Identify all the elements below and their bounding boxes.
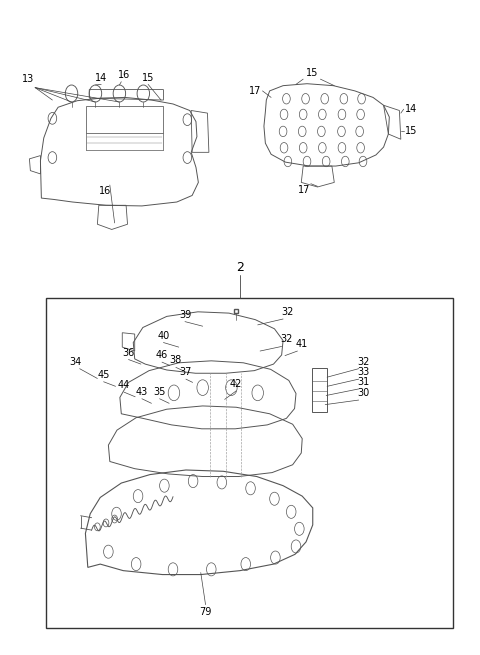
Text: 15: 15 bbox=[306, 68, 318, 78]
Text: 14: 14 bbox=[95, 73, 108, 83]
Text: 17: 17 bbox=[299, 185, 311, 195]
Text: 15: 15 bbox=[405, 126, 417, 136]
Text: 45: 45 bbox=[97, 370, 110, 380]
Text: 35: 35 bbox=[154, 387, 166, 397]
Text: 33: 33 bbox=[357, 367, 370, 377]
Text: 42: 42 bbox=[230, 379, 242, 389]
Text: 79: 79 bbox=[199, 607, 212, 616]
Text: 39: 39 bbox=[179, 310, 191, 320]
Text: 43: 43 bbox=[136, 387, 148, 397]
Text: 32: 32 bbox=[280, 335, 293, 345]
Bar bbox=[312, 368, 327, 413]
Text: 40: 40 bbox=[157, 331, 169, 341]
Text: 41: 41 bbox=[296, 339, 308, 349]
Text: 31: 31 bbox=[357, 377, 370, 387]
Text: 44: 44 bbox=[118, 381, 130, 390]
Text: 32: 32 bbox=[357, 357, 370, 367]
Text: 17: 17 bbox=[249, 86, 262, 96]
Bar bbox=[86, 106, 163, 134]
Text: 46: 46 bbox=[156, 350, 168, 360]
Bar bbox=[46, 298, 453, 628]
Text: 32: 32 bbox=[282, 307, 294, 317]
Text: 38: 38 bbox=[170, 356, 182, 365]
Text: 2: 2 bbox=[236, 261, 244, 274]
Text: 34: 34 bbox=[69, 357, 81, 367]
Text: 13: 13 bbox=[23, 75, 35, 84]
Text: 14: 14 bbox=[405, 104, 417, 114]
Text: 15: 15 bbox=[142, 73, 154, 83]
Text: 16: 16 bbox=[118, 71, 130, 81]
Text: 30: 30 bbox=[357, 388, 370, 398]
Text: 36: 36 bbox=[122, 348, 134, 358]
Text: 37: 37 bbox=[180, 367, 192, 377]
Text: 16: 16 bbox=[99, 186, 111, 196]
